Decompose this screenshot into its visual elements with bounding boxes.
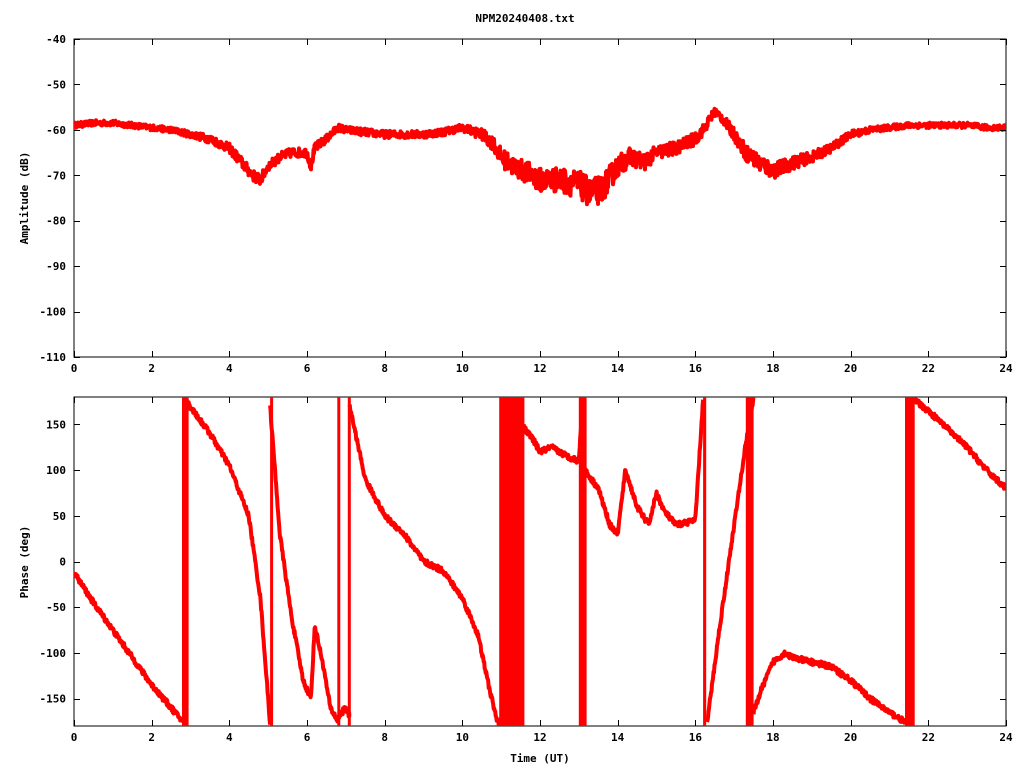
x-tick-label: 18 <box>766 731 779 744</box>
x-tick-label: 22 <box>922 731 935 744</box>
phase-ticks: 0 2 4 6 8 10 12 14 16 18 20 22 24150100500-50-100-15… <box>40 397 1013 744</box>
phase-wrap-band <box>347 397 351 726</box>
amplitude-series-line <box>74 106 1006 207</box>
y-tick-label: -100 <box>40 647 67 660</box>
amplitude-traces <box>74 106 1006 207</box>
y-tick-label: -40 <box>46 33 66 46</box>
phase-series-segment <box>268 405 341 724</box>
x-tick-label: 14 <box>611 362 625 375</box>
phase-wrap-band <box>905 397 915 726</box>
phase-series-segment <box>183 397 273 725</box>
x-tick-label: 4 <box>226 731 233 744</box>
y-tick-label: 0 <box>59 556 66 569</box>
phase-wrap-band <box>337 397 341 726</box>
phase-series-segment <box>582 399 706 537</box>
x-tick-label: 8 <box>381 362 388 375</box>
x-tick-label: 10 <box>456 731 469 744</box>
x-tick-label: 2 <box>148 731 155 744</box>
x-tick-label: 12 <box>533 362 546 375</box>
y-tick-label: -110 <box>40 351 67 364</box>
y-tick-label: -50 <box>46 78 66 91</box>
y-tick-label: -100 <box>40 306 67 319</box>
x-tick-label: 4 <box>226 362 233 375</box>
phase-ylabel: Phase (deg) <box>18 526 31 599</box>
phase-series-segment <box>347 404 503 726</box>
amplitude-ticks: 0 2 4 6 8 10 12 14 16 18 20 22 24-40-50-60-70-80-90-… <box>40 33 1013 375</box>
phase-panel: 0 2 4 6 8 10 12 14 16 18 20 22 24150100500-50-100-15… <box>18 396 1013 765</box>
y-tick-label: -90 <box>46 260 66 273</box>
x-tick-label: 0 <box>71 362 78 375</box>
phase-traces <box>74 397 1006 726</box>
phase-wrap-band <box>270 397 274 726</box>
phase-wrap-band <box>182 397 189 726</box>
x-tick-label: 6 <box>304 362 311 375</box>
phase-series-segment <box>74 571 185 723</box>
phase-series-segment <box>751 649 911 726</box>
y-tick-label: -50 <box>46 601 66 614</box>
x-tick-label: 18 <box>766 362 779 375</box>
phase-wrap-band <box>703 397 707 726</box>
phase-wrap-band <box>578 397 587 726</box>
amplitude-ylabel: Amplitude (dB) <box>18 152 31 245</box>
y-tick-label: -60 <box>46 124 66 137</box>
y-tick-label: -80 <box>46 215 66 228</box>
x-tick-label: 24 <box>999 731 1013 744</box>
phase-plot-frame <box>73 396 1007 727</box>
x-tick-label: 14 <box>611 731 625 744</box>
x-tick-label: 22 <box>922 362 935 375</box>
x-tick-label: 10 <box>456 362 469 375</box>
x-tick-label: 12 <box>533 731 546 744</box>
phase-wrap-band <box>499 397 525 726</box>
x-tick-label: 16 <box>689 362 703 375</box>
chart-title: NPM20240408.txt <box>475 12 574 25</box>
x-tick-label: 2 <box>148 362 155 375</box>
x-tick-label: 20 <box>844 362 857 375</box>
y-tick-label: -70 <box>46 169 66 182</box>
x-tick-label: 16 <box>689 731 703 744</box>
x-tick-label: 0 <box>71 731 78 744</box>
x-tick-label: 8 <box>381 731 388 744</box>
y-tick-label: 100 <box>46 464 66 477</box>
x-tick-label: 20 <box>844 731 857 744</box>
y-tick-label: 150 <box>46 418 66 431</box>
phase-wrap-band <box>745 397 754 726</box>
amplitude-panel: 0 2 4 6 8 10 12 14 16 18 20 22 24-40-50-60-70-80-90-… <box>18 33 1013 375</box>
x-tick-label: 6 <box>304 731 311 744</box>
y-tick-label: -150 <box>40 693 67 706</box>
amplitude-plot-frame <box>73 38 1007 358</box>
phase-xlabel: Time (UT) <box>510 752 570 765</box>
y-tick-label: 50 <box>53 510 66 523</box>
x-tick-label: 24 <box>999 362 1013 375</box>
phase-series-segment <box>910 397 1006 491</box>
